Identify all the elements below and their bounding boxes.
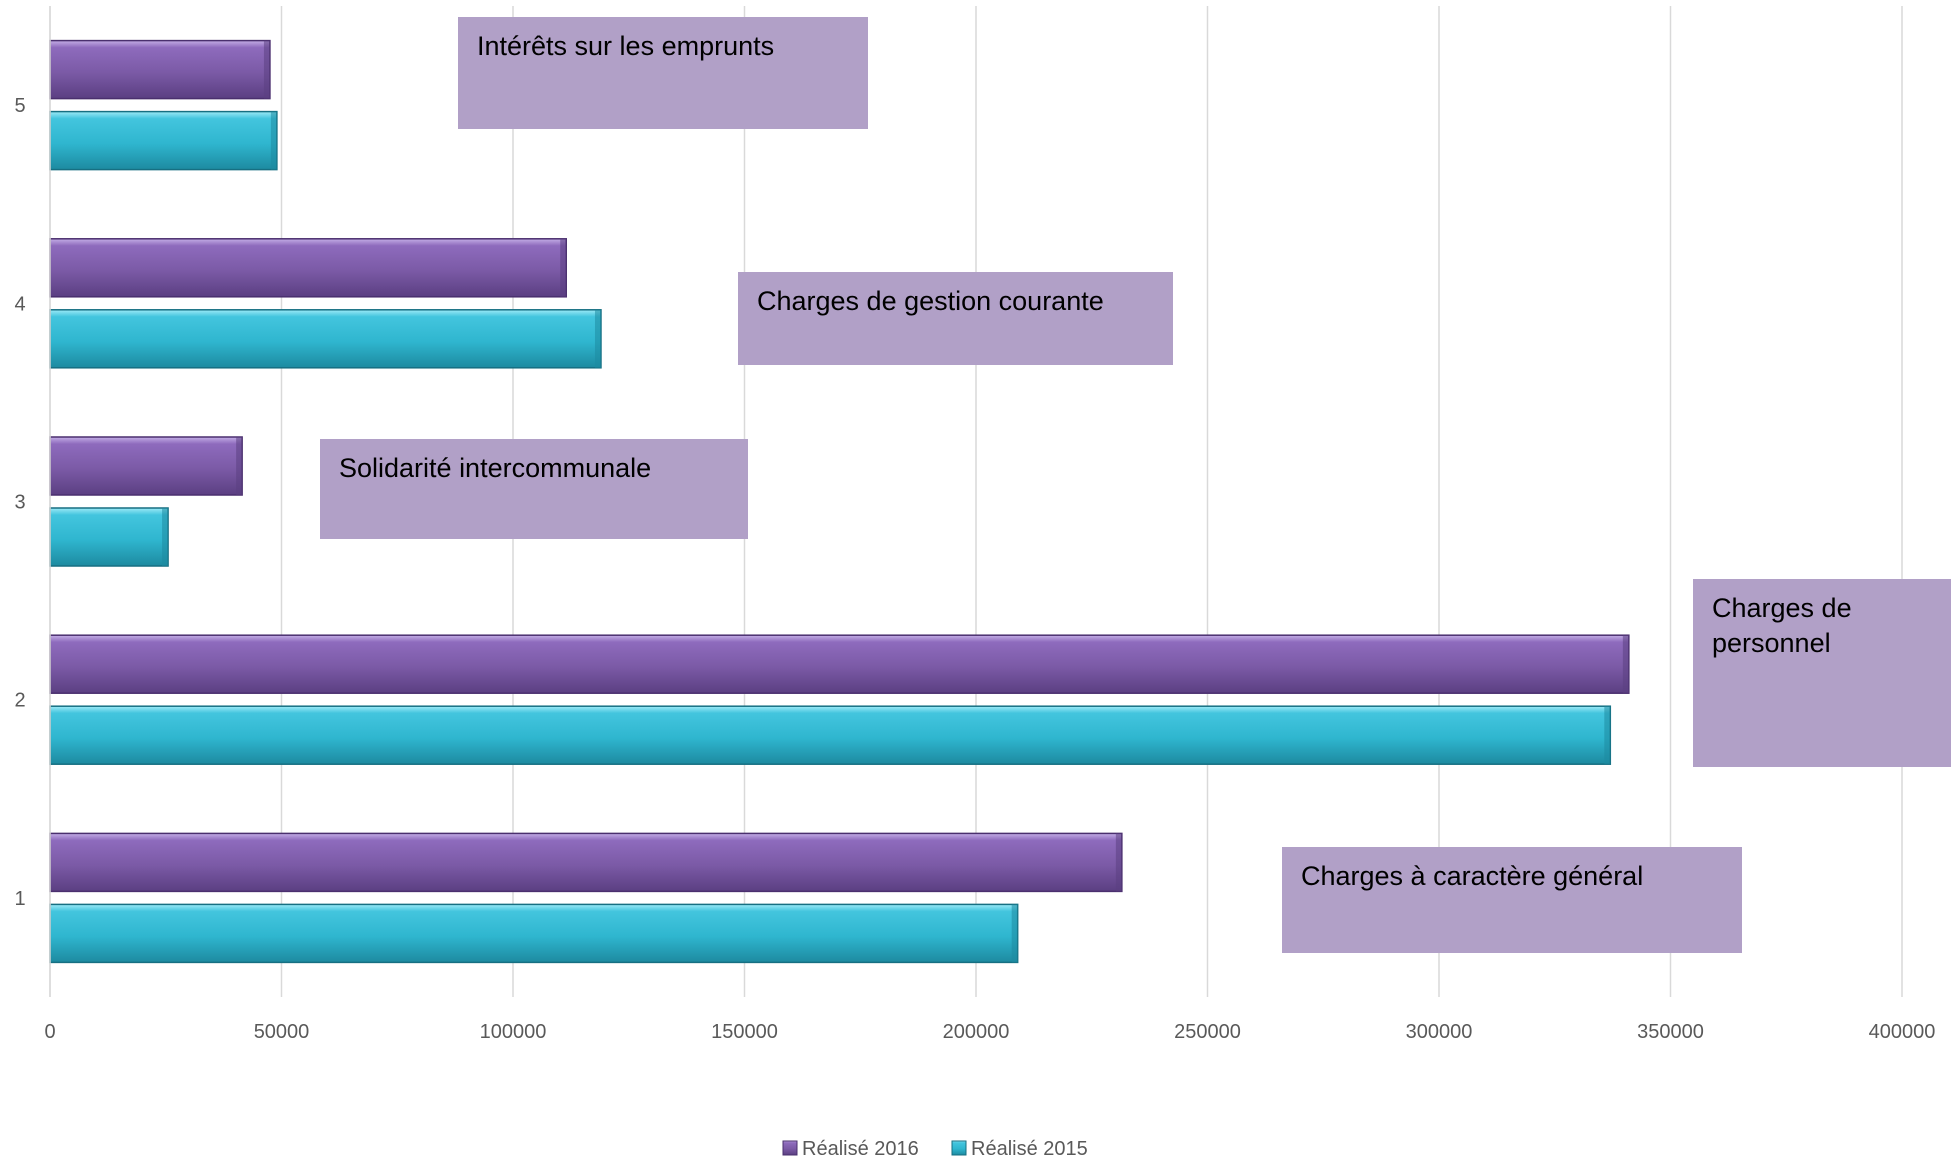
- legend-swatch: [951, 1140, 967, 1156]
- x-tick-label: 100000: [480, 1021, 547, 1043]
- y-tick-label: 3: [14, 492, 25, 514]
- bar-realise-2015: [49, 507, 169, 567]
- bar-body: [49, 903, 1019, 964]
- x-tick-label: 250000: [1174, 1021, 1241, 1043]
- x-tick-label: 0: [44, 1021, 55, 1043]
- annotation-box: Charges de gestion courante: [738, 272, 1173, 365]
- bars: [49, 39, 1630, 964]
- y-tick-label: 4: [14, 293, 25, 315]
- bar-end-cap: [236, 437, 243, 495]
- annotation-label: personnel: [1712, 628, 1831, 658]
- annotation-box: Solidarité intercommunale: [320, 439, 748, 539]
- annotation-background: [738, 272, 1173, 365]
- annotation-label: Charges de: [1712, 593, 1852, 623]
- bar-body: [49, 309, 602, 369]
- bar-realise-2016: [49, 238, 567, 298]
- x-tick-label: 150000: [711, 1021, 778, 1043]
- legend-swatch: [782, 1140, 798, 1156]
- bar-body: [49, 634, 1630, 694]
- bar-end-cap: [270, 111, 277, 170]
- bar-end-cap: [162, 508, 169, 566]
- annotation-label: Intérêts sur les emprunts: [477, 31, 774, 61]
- axes: 0 50000 100000 150000 200000 250000 300000 3500…: [14, 6, 1935, 1043]
- x-tick-label: 200000: [943, 1021, 1010, 1043]
- legend-label: Réalisé 2016: [802, 1138, 919, 1160]
- bar-realise-2016: [49, 634, 1630, 694]
- bar-body: [49, 238, 567, 298]
- bar-end-cap: [1604, 706, 1611, 765]
- annotation-box: Charges à caractère général: [1282, 847, 1742, 953]
- bar-realise-2016: [49, 436, 243, 496]
- y-tick-label: 5: [14, 95, 25, 117]
- bar-end-cap: [594, 309, 601, 368]
- bar-end-cap: [263, 40, 270, 99]
- y-tick-label: 2: [14, 690, 25, 712]
- annotation-label: Charges à caractère général: [1301, 861, 1643, 891]
- bar-body: [49, 436, 243, 496]
- x-tick-label: 350000: [1637, 1021, 1704, 1043]
- bar-end-cap: [560, 238, 567, 297]
- annotation-background: [320, 439, 748, 539]
- annotations: Charges à caractère général Charges de per…: [320, 17, 1951, 953]
- annotation-box: Intérêts sur les emprunts: [458, 17, 868, 129]
- legend-label: Réalisé 2015: [971, 1138, 1088, 1160]
- bar-realise-2015: [49, 903, 1019, 964]
- annotation-label: Charges de gestion courante: [757, 286, 1104, 316]
- bar-realise-2015: [49, 309, 602, 369]
- bar-end-cap: [1622, 635, 1629, 694]
- annotation-background: [1693, 579, 1951, 767]
- bar-end-cap: [1115, 833, 1122, 892]
- bar-realise-2016: [49, 832, 1123, 893]
- x-tick-label: 400000: [1869, 1021, 1936, 1043]
- x-tick-label: 300000: [1406, 1021, 1473, 1043]
- bar-body: [49, 39, 271, 100]
- annotation-background: [458, 17, 868, 129]
- annotation-box: Charges de personnel: [1693, 579, 1951, 767]
- bar-end-cap: [1011, 904, 1018, 963]
- bar-body: [49, 832, 1123, 893]
- bar-body: [49, 705, 1612, 765]
- bar-realise-2015: [49, 705, 1612, 765]
- bar-realise-2016: [49, 39, 271, 100]
- bar-body: [49, 507, 169, 567]
- bar-body: [49, 110, 278, 171]
- legend-item: Réalisé 2015: [951, 1138, 1088, 1160]
- legend: Réalisé 2016 Réalisé 2015: [782, 1138, 1088, 1160]
- bar-realise-2015: [49, 110, 278, 171]
- annotation-label: Solidarité intercommunale: [339, 453, 651, 483]
- x-tick-label: 50000: [254, 1021, 310, 1043]
- gridlines: [49, 6, 1903, 997]
- legend-item: Réalisé 2016: [782, 1138, 919, 1160]
- y-tick-label: 1: [14, 888, 25, 910]
- annotation-background: [1282, 847, 1742, 953]
